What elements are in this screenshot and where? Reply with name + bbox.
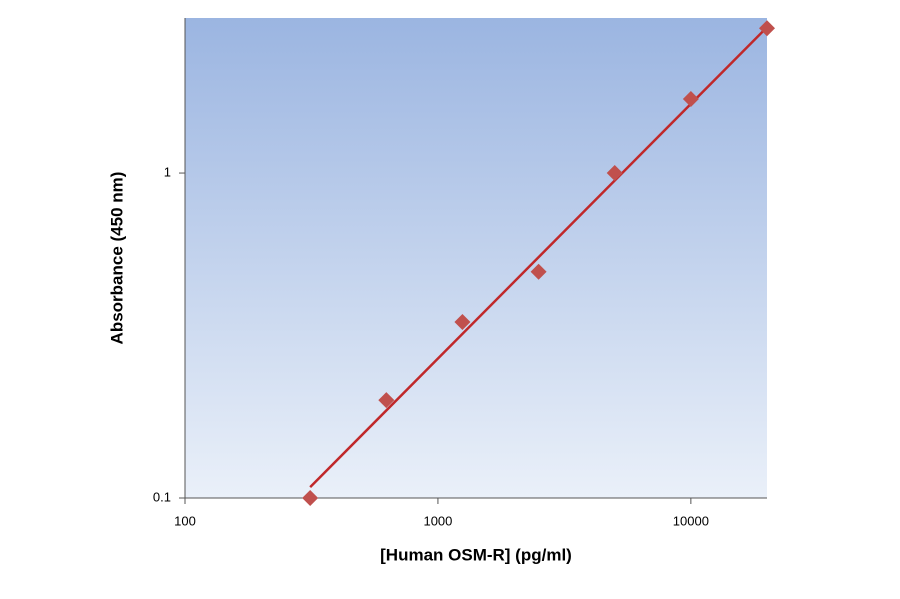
marker xyxy=(606,165,623,182)
y-tick-label: 0.1 xyxy=(153,489,171,504)
x-tick-label: 1000 xyxy=(423,513,452,528)
marker xyxy=(530,263,547,280)
marker xyxy=(378,392,395,409)
y-axis-label: Absorbance (450 nm) xyxy=(107,172,126,345)
marker xyxy=(682,90,699,107)
plot-area xyxy=(185,18,767,498)
y-tick-label: 1 xyxy=(164,164,171,179)
marker xyxy=(454,314,471,331)
x-tick-label: 10000 xyxy=(673,513,709,528)
x-axis-label: [Human OSM-R] (pg/ml) xyxy=(380,545,572,564)
x-tick-label: 100 xyxy=(174,513,196,528)
marker xyxy=(302,490,319,506)
marker xyxy=(759,20,775,37)
